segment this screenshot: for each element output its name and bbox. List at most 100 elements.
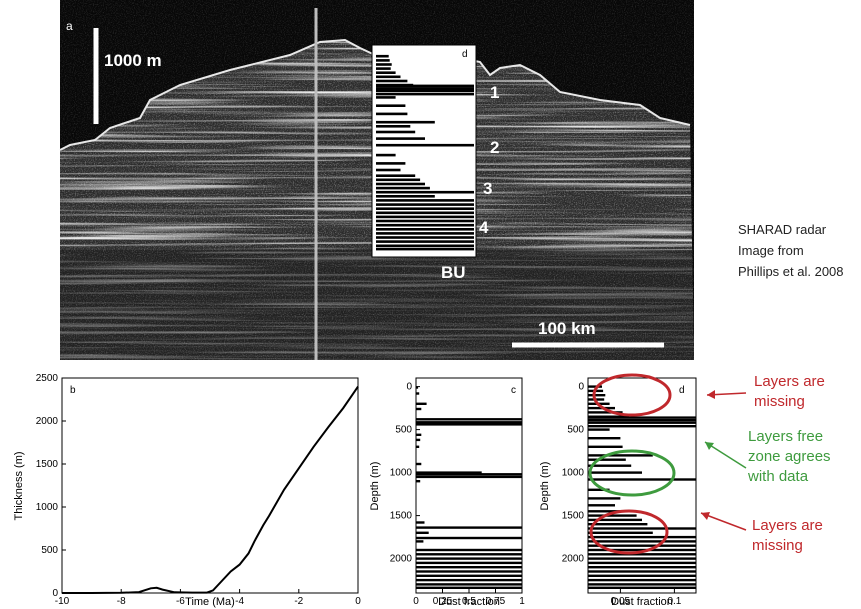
- chart-b-ticks: -10 -8 -6 -4 -2 0 0 500 1000 1500 2000 2500: [36, 373, 361, 607]
- annotation-1-line-2: missing: [754, 393, 805, 410]
- chart-c-bar: [416, 540, 424, 543]
- inset-bar: [376, 207, 474, 210]
- layer-label-4: 4: [479, 218, 489, 237]
- chart-c-bar: [416, 536, 522, 540]
- radar-panel: a 1000 m 100 km 1 2 3 4 BU d: [59, 0, 694, 360]
- chart-d-bar: [588, 566, 696, 569]
- chart-d-bar: [588, 583, 696, 586]
- chart-c-bar: [416, 480, 421, 483]
- inset-bar: [376, 215, 474, 219]
- chart-d-bar: [588, 445, 623, 448]
- chart-d-bar: [588, 548, 696, 552]
- chart-c-bar: [416, 407, 422, 411]
- chart-d-bar: [588, 488, 610, 491]
- chart-d-bar: [588, 428, 610, 431]
- chart-d-bar: [588, 497, 621, 500]
- inset-bar: [376, 236, 474, 239]
- missing-layers-ellipse-top: [592, 373, 672, 417]
- chart-c-bar: [416, 570, 522, 573]
- arrowhead-2: [705, 442, 714, 450]
- chart-c-bar: [416, 445, 420, 448]
- chart-c-bar: [416, 583, 522, 586]
- annotation-2-line-3: with data: [747, 468, 809, 485]
- chart-c-bar: [416, 392, 420, 395]
- chart-c-bar: [416, 553, 522, 556]
- layer-free-zone-ellipse: [588, 449, 676, 497]
- inset-bar: [376, 87, 474, 90]
- inset-bar: [376, 244, 474, 248]
- chart-c-bar: [416, 526, 522, 529]
- annotation-3-line-2: missing: [752, 537, 803, 554]
- chart-c-ytick-label: 1000: [390, 468, 413, 479]
- chart-c-bar: [416, 531, 429, 534]
- chart-c-ticks: 0 500 1000 1500 2000 0 0.25 0.5 0.75 1: [390, 382, 525, 607]
- radar-caption: SHARAD radar Image from Phillips et al. …: [738, 222, 844, 279]
- chart-b-ytick-label: 0: [52, 588, 58, 599]
- inset-bar: [376, 232, 474, 235]
- annotation-1-line-1: Layers are: [754, 373, 825, 390]
- chart-d-bar: [588, 504, 615, 507]
- chart-d-bar: [588, 523, 648, 526]
- chart-c-bar: [416, 586, 522, 589]
- chart-b: b -10 -8 -6 -4 -2 0 0 500 1000 1500 2000 2500 Time …: [13, 373, 361, 608]
- inset-bar: [376, 71, 396, 74]
- chart-c-bar: [416, 462, 422, 466]
- thickness-series-line: [62, 386, 359, 594]
- chart-d-ticks: 0 500 1000 1500 2000 0.05 0.1: [562, 382, 682, 607]
- chart-b-xtick-label: -8: [117, 596, 126, 607]
- chart-d-bar: [588, 437, 621, 440]
- chart-d-bar: [588, 458, 626, 461]
- chart-d-bar: [588, 557, 696, 560]
- chart-d-bar: [588, 574, 696, 577]
- chart-d-ytick-label: 2000: [562, 554, 585, 565]
- chart-c: 0 500 1000 1500 2000 0 0.25 0.5 0.75 1 c Dust fra…: [369, 377, 525, 608]
- chart-d-bar: [588, 394, 606, 397]
- caption-line-1: SHARAD radar: [738, 222, 827, 237]
- chart-d-bar: [588, 544, 696, 547]
- chart-c-bar: [416, 471, 482, 474]
- chart-c-xtick-label: 0.25: [433, 596, 453, 607]
- chart-c-ytick-label: 500: [395, 425, 412, 436]
- chart-b-ytick-label: 1000: [36, 502, 59, 513]
- chart-b-xtick-label: -10: [55, 596, 70, 607]
- chart-c-xtick-label: 0.75: [486, 596, 506, 607]
- chart-c-bar: [416, 433, 422, 436]
- chart-d-xtick-label: 0.1: [667, 596, 681, 607]
- caption-line-3: Phillips et al. 2008: [738, 264, 844, 279]
- arrowhead-1: [707, 390, 715, 399]
- inset-bar: [376, 125, 411, 128]
- chart-b-xlabel: Time (Ma): [185, 596, 235, 608]
- annotation-2-line-1: Layers free: [748, 428, 823, 445]
- chart-c-bar: [416, 438, 421, 442]
- chart-b-letter: b: [70, 385, 76, 396]
- chart-c-bar: [416, 578, 522, 582]
- inset-bar: [376, 59, 390, 62]
- chart-b-xtick-label: -2: [294, 596, 303, 607]
- chart-b-ytick-label: 2500: [36, 373, 59, 384]
- chart-b-xtick-label: 0: [355, 596, 361, 607]
- annotation-2-line-2: zone agrees: [748, 448, 831, 465]
- chart-d-bar: [588, 385, 602, 388]
- chart-b-xtick-label: -6: [176, 596, 185, 607]
- chart-d-xtick-label: 0.05: [611, 596, 631, 607]
- chart-c-bar: [416, 402, 427, 405]
- chart-c-xtick-label: 1: [519, 596, 525, 607]
- inset-bar: [376, 63, 392, 66]
- layer-label-1: 1: [490, 83, 499, 102]
- layer-label-2: 2: [490, 138, 499, 157]
- inset-bar: [376, 174, 416, 177]
- chart-b-ytick-label: 1500: [36, 459, 59, 470]
- inset-bar: [376, 89, 474, 93]
- inset-bar: [376, 195, 435, 198]
- horizontal-scale-label: 100 km: [538, 319, 596, 338]
- radar-panel-letter: a: [66, 19, 73, 33]
- chart-d-bars: [588, 385, 696, 589]
- inset-bar: [376, 137, 425, 140]
- chart-d-letter: d: [679, 385, 685, 396]
- inset-bars: [376, 54, 474, 251]
- chart-d-ytick-label: 0: [578, 382, 584, 393]
- chart-c-bar: [416, 473, 522, 476]
- inset-bar: [376, 84, 474, 88]
- caption-line-2: Image from: [738, 243, 804, 258]
